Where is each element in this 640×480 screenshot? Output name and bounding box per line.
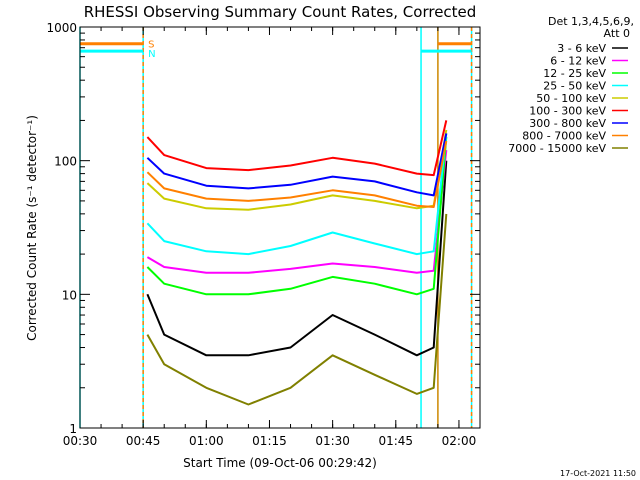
chart-title: RHESSI Observing Summary Count Rates, Co… [84, 3, 477, 21]
plot-area: SN 00:30 00:45 01:00 01:15 01:30 01:45 02:00 1 10… [46, 21, 628, 448]
legend-label-1: 6 - 12 keV [550, 55, 606, 68]
y-tick-label-2: 100 [54, 155, 77, 169]
y-tick-label-3: 1000 [46, 21, 77, 35]
detector-info-line-2: Att 0 [604, 27, 630, 40]
x-tick-label-1: 00:45 [126, 434, 161, 448]
x-tick-label-3: 01:15 [252, 434, 287, 448]
series-line-1 [146, 149, 448, 274]
legend-label-0: 3 - 6 keV [557, 42, 606, 55]
series-line-8 [146, 213, 448, 406]
legend-label-4: 50 - 100 keV [536, 92, 606, 105]
axes-frame [79, 26, 481, 429]
timestamp: 17-Oct-2021 11:50 [560, 469, 636, 478]
detector-info-line-1: Det 1,3,4,5,6,9, [548, 15, 634, 28]
flag-label-0: S [148, 40, 154, 51]
series-line-0 [146, 160, 448, 357]
x-axis-label: Start Time (09-Oct-06 00:29:42) [183, 456, 377, 470]
series-line-6 [146, 133, 448, 197]
y-tick-label-0: 1 [69, 422, 77, 436]
x-tick-label-5: 01:45 [378, 434, 413, 448]
x-tick-label-4: 01:30 [315, 434, 350, 448]
legend-label-7: 800 - 7000 keV [522, 130, 606, 143]
series-line-2 [146, 137, 448, 296]
x-tick-label-0: 00:30 [63, 434, 98, 448]
x-tick-label-6: 02:00 [442, 434, 477, 448]
legend-label-2: 12 - 25 keV [543, 67, 606, 80]
y-tick-label-1: 10 [62, 288, 77, 302]
x-tick-label-2: 01:00 [189, 434, 224, 448]
series-line-3 [146, 133, 448, 256]
series-line-7 [146, 140, 448, 208]
legend-label-8: 7000 - 15000 keV [508, 142, 606, 155]
flag-label-1: N [148, 49, 155, 60]
legend-label-5: 100 - 300 keV [529, 105, 606, 118]
legend-label-3: 25 - 50 keV [543, 80, 606, 93]
y-axis-label: Corrected Count Rate (s⁻¹ detector⁻¹) [25, 115, 39, 341]
legend-label-6: 300 - 800 keV [529, 117, 606, 130]
series-line-5 [146, 120, 448, 177]
